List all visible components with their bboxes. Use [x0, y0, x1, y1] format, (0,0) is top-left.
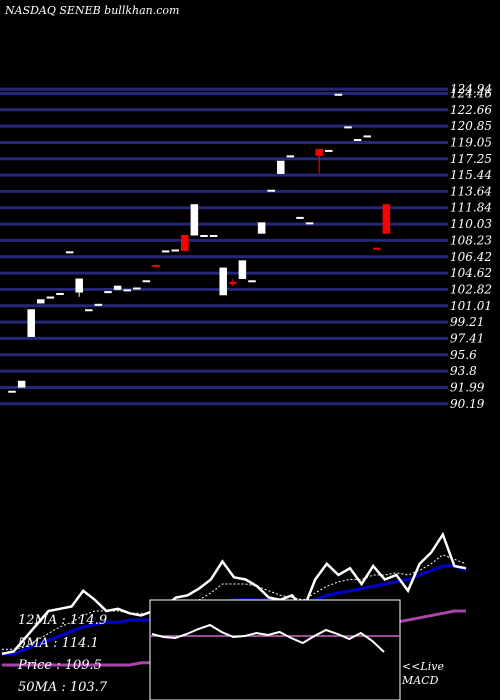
candle-body-38: [373, 247, 381, 250]
candle-body-17: [171, 249, 179, 252]
macd-box: [149, 599, 401, 700]
candle-body-21: [209, 235, 218, 238]
tick-label-7: 113.64: [450, 184, 492, 198]
tick-label-2: 122.66: [450, 103, 492, 117]
tick-label-0: 124.94: [450, 82, 492, 96]
candle-body-2: [27, 309, 35, 337]
candle-body-37: [363, 135, 371, 138]
legend-50ma: 50MA : 103.7: [18, 680, 108, 695]
tick-label-3: 120.85: [450, 119, 492, 133]
candle-body-29: [286, 155, 295, 158]
tick-label-4: 119.05: [450, 135, 492, 149]
candle-body-30: [296, 216, 304, 219]
candle-body-8: [85, 309, 93, 312]
candle-body-12: [123, 289, 131, 292]
source-label: NASDAQ SENEB bullkhan.com: [5, 4, 180, 17]
price-gridlines: [0, 87, 448, 406]
candle-body-26: [257, 222, 266, 234]
tick-label-10: 108.23: [450, 233, 492, 247]
candle-body-33: [325, 149, 333, 152]
tick-label-1: 124.46: [450, 86, 492, 100]
macd-label-macd: MACD: [402, 674, 439, 687]
candle-body-16: [161, 250, 170, 253]
tick-label-12: 104.62: [450, 266, 492, 280]
tick-label-15: 99.21: [450, 315, 484, 329]
macd-line: [151, 623, 385, 653]
tick-label-18: 93.8: [450, 364, 477, 378]
candle-body-11: [113, 285, 122, 290]
macd-panel: [149, 599, 401, 700]
candlesticks: [8, 93, 391, 393]
candle-body-10: [104, 291, 112, 294]
candle-body-28: [277, 160, 285, 174]
candle-body-32: [315, 148, 323, 156]
macd-label-live: <<Live: [402, 660, 444, 673]
candle-body-39: [382, 204, 391, 234]
candle-body-13: [133, 287, 141, 290]
candle-body-5: [56, 292, 64, 295]
legend-5ma: 5MA : 114.1: [18, 636, 99, 651]
candle-body-0: [8, 390, 16, 393]
ma5-line: [2, 554, 467, 650]
candle-body-31: [305, 222, 314, 225]
candle-body-25: [248, 280, 256, 283]
candle-body-23: [229, 282, 237, 285]
tick-label-8: 111.84: [450, 201, 492, 215]
candle-body-22: [219, 267, 227, 296]
legend-12ma: 12MA : 114.9: [18, 613, 108, 628]
tick-label-17: 95.6: [450, 348, 477, 362]
tick-label-11: 106.42: [450, 250, 492, 264]
candle-body-36: [353, 139, 362, 142]
tick-label-16: 97.41: [450, 331, 484, 345]
candle-body-15: [152, 264, 160, 267]
price-line: [1, 531, 467, 656]
tick-label-6: 115.44: [450, 168, 492, 182]
tick-label-9: 110.03: [450, 217, 492, 231]
tick-label-5: 117.25: [450, 152, 492, 166]
candle-body-6: [65, 251, 74, 254]
tick-label-19: 91.99: [450, 380, 485, 394]
candle-body-18: [181, 235, 189, 251]
tick-label-20: 90.19: [450, 397, 485, 411]
candle-body-34: [334, 93, 343, 96]
candle-body-4: [46, 296, 55, 299]
tick-label-14: 101.01: [450, 299, 492, 313]
candle-body-19: [190, 204, 199, 236]
candle-body-27: [267, 189, 275, 192]
tick-label-13: 102.82: [450, 282, 492, 296]
candle-body-24: [238, 260, 247, 279]
candle-body-3: [37, 299, 45, 304]
legend-price: Price : 109.5: [18, 658, 102, 673]
candle-body-14: [142, 280, 151, 283]
macd-label: <<Live MACD: [402, 660, 444, 688]
candle-body-1: [17, 380, 26, 388]
candle-body-9: [94, 303, 103, 306]
candle-body-20: [200, 235, 208, 238]
candle-body-35: [344, 126, 352, 129]
candle-body-7: [75, 278, 83, 293]
